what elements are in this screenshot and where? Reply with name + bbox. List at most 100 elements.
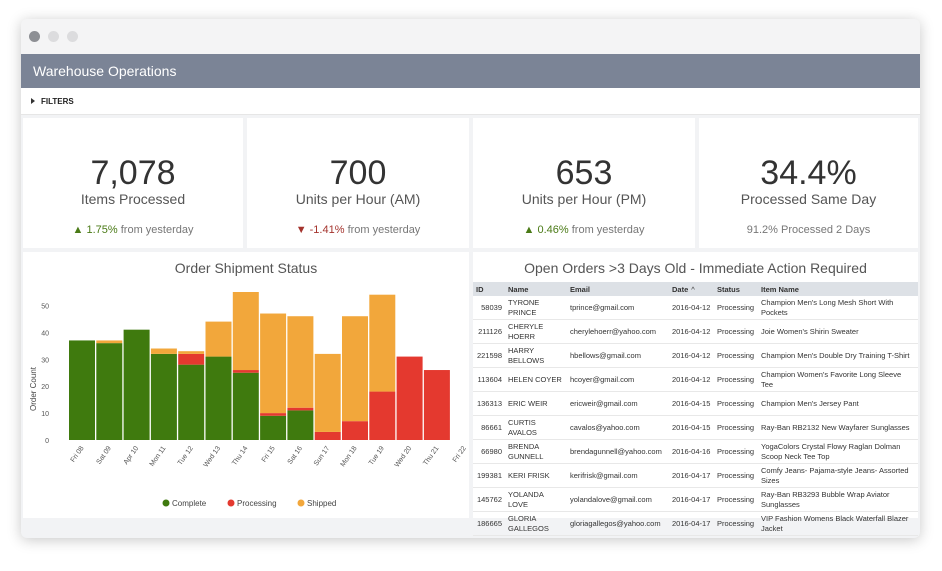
cell-name: YOLANDA LOVE bbox=[505, 487, 567, 512]
cell-id: 58039 bbox=[473, 296, 505, 320]
cell-date: 2016-04-16 bbox=[669, 439, 714, 464]
window-titlebar bbox=[21, 19, 920, 54]
table-row[interactable]: 199381 KERI FRISK kerifrisk@gmail.com 2016-… bbox=[473, 463, 918, 488]
cell-item-name: Champion Men's Jersey Pant bbox=[758, 391, 918, 416]
bar-shipped[interactable] bbox=[150, 348, 177, 354]
kpi-change: 0.46% bbox=[537, 224, 569, 236]
y-tick-label: 20 bbox=[41, 384, 49, 391]
bar-processing[interactable] bbox=[287, 407, 314, 411]
bar-shipped[interactable] bbox=[287, 316, 314, 408]
legend-item-processing[interactable]: Processing bbox=[237, 499, 277, 508]
bar-complete[interactable] bbox=[150, 353, 177, 440]
column-header-name[interactable]: Name bbox=[505, 282, 567, 296]
table-row[interactable]: 86661 CURTIS AVALOS cavalos@yahoo.com 2016-… bbox=[473, 415, 918, 440]
cell-item-name: Comfy Jeans- Pajama-style Jeans- Assorte… bbox=[758, 463, 918, 488]
bar-processing[interactable] bbox=[314, 431, 341, 440]
cell-date: 2016-04-15 bbox=[669, 391, 714, 416]
triangle-up-icon: ▲ bbox=[523, 224, 535, 236]
legend-item-complete[interactable]: Complete bbox=[172, 499, 207, 508]
bar-processing[interactable] bbox=[396, 356, 423, 440]
bar-complete[interactable] bbox=[287, 410, 314, 440]
table-row[interactable]: 145762 YOLANDA LOVE yolandalove@gmail.com 2… bbox=[473, 487, 918, 512]
cell-name: CURTIS AVALOS bbox=[505, 415, 567, 440]
bar-processing[interactable] bbox=[423, 370, 450, 440]
table-row[interactable]: 221598 HARRY BELLOWS hbellows@gmail.com 201… bbox=[473, 343, 918, 368]
bar-processing[interactable] bbox=[178, 353, 205, 365]
cell-email: cherylehoerr@yahoo.com bbox=[567, 319, 669, 344]
cell-name: TYRONE PRINCE bbox=[505, 296, 567, 320]
sort-ascending-icon[interactable]: ^ bbox=[691, 284, 695, 294]
x-tick-label: Wed 13 bbox=[203, 445, 223, 469]
bar-shipped[interactable] bbox=[260, 313, 287, 414]
bar-shipped[interactable] bbox=[369, 294, 396, 392]
bar-shipped[interactable] bbox=[178, 351, 205, 354]
bar-complete[interactable] bbox=[178, 364, 205, 440]
table-row[interactable]: 211126 CHERYLE HOERR cherylehoerr@yahoo.co… bbox=[473, 319, 918, 344]
column-header-item-name[interactable]: Item Name bbox=[758, 282, 918, 296]
cell-name: HELEN COYER bbox=[505, 367, 567, 392]
y-tick-label: 30 bbox=[41, 357, 49, 364]
kpi-value: 700 bbox=[329, 154, 387, 192]
window-maximize-dot[interactable] bbox=[67, 31, 78, 42]
column-header-date[interactable]: Date ^ bbox=[669, 282, 714, 296]
bar-complete[interactable] bbox=[123, 329, 150, 440]
table-row[interactable]: 136313 ERIC WEIR ericweir@gmail.com 2016-04… bbox=[473, 391, 918, 416]
column-header-email[interactable]: Email bbox=[567, 282, 669, 296]
legend-swatch bbox=[297, 499, 305, 507]
table-row[interactable]: 186665 GLORIA GALLEGOS gloriagallegos@yaho… bbox=[473, 511, 918, 536]
kpi-comparison: 91.2% Processed 2 Days bbox=[699, 224, 918, 236]
kpi-label: Units per Hour (PM) bbox=[521, 191, 647, 207]
kpi-change: 1.75% bbox=[86, 224, 118, 236]
x-tick-label: Thu 14 bbox=[231, 445, 249, 467]
cell-id: 86661 bbox=[473, 415, 505, 440]
x-tick-label: Tue 12 bbox=[177, 445, 195, 467]
cell-item-name: Champion Men's Long Mesh Short With Pock… bbox=[758, 296, 918, 320]
kpi-change: -1.41% bbox=[309, 224, 345, 236]
table-row[interactable]: 58039 TYRONE PRINCE tprince@gmail.com 2016-… bbox=[473, 296, 918, 320]
cell-email: hcoyer@gmail.com bbox=[567, 367, 669, 392]
x-tick-label: Tue 19 bbox=[368, 445, 386, 467]
bar-processing[interactable] bbox=[232, 370, 259, 373]
bar-shipped[interactable] bbox=[232, 292, 259, 371]
cell-date: 2016-04-12 bbox=[669, 319, 714, 344]
bar-processing[interactable] bbox=[369, 391, 396, 440]
filters-toggle[interactable]: FILTERS bbox=[21, 88, 920, 115]
x-tick-label: Mon 18 bbox=[340, 445, 359, 468]
bar-complete[interactable] bbox=[96, 343, 123, 440]
table-row[interactable]: 113604 HELEN COYER hcoyer@gmail.com 2016-04… bbox=[473, 367, 918, 392]
kpi-value: 34.4% bbox=[760, 154, 857, 192]
kpi-comparison: ▼ -1.41% from yesterday bbox=[247, 224, 469, 236]
bar-complete[interactable] bbox=[205, 356, 232, 440]
legend-item-shipped[interactable]: Shipped bbox=[307, 499, 336, 508]
column-header-status[interactable]: Status bbox=[714, 282, 758, 296]
bar-complete[interactable] bbox=[232, 372, 259, 440]
open-orders-panel: Open Orders >3 Days Old - Immediate Acti… bbox=[473, 252, 918, 536]
bar-complete[interactable] bbox=[260, 415, 287, 440]
cell-id: 221598 bbox=[473, 343, 505, 368]
cell-status: Processing bbox=[714, 415, 758, 440]
bar-shipped[interactable] bbox=[342, 316, 368, 422]
bar-shipped[interactable] bbox=[314, 353, 341, 432]
kpi-change-suffix: from yesterday bbox=[120, 224, 194, 236]
column-header-id[interactable]: ID bbox=[473, 282, 505, 296]
kpi-label: Units per Hour (AM) bbox=[295, 191, 421, 207]
cell-date: 2016-04-17 bbox=[669, 511, 714, 536]
cell-email: tprince@gmail.com bbox=[567, 296, 669, 320]
cell-email: yolandalove@gmail.com bbox=[567, 487, 669, 512]
x-tick-label: Wed 20 bbox=[394, 445, 414, 469]
kpi-comparison: ▲ 1.75% from yesterday bbox=[23, 224, 243, 236]
cell-status: Processing bbox=[714, 319, 758, 344]
bar-shipped[interactable] bbox=[205, 321, 232, 357]
window-close-dot[interactable] bbox=[29, 31, 40, 42]
bar-complete[interactable] bbox=[69, 340, 95, 440]
table-row[interactable]: 66980 BRENDA GUNNELL brendagunnell@yahoo.c… bbox=[473, 439, 918, 464]
cell-status: Processing bbox=[714, 296, 758, 320]
chart-title: Order Shipment Status bbox=[174, 260, 318, 276]
bar-processing[interactable] bbox=[260, 413, 287, 416]
x-tick-label: Fri 15 bbox=[261, 445, 277, 464]
bar-processing[interactable] bbox=[342, 421, 368, 440]
cell-name: GLORIA GALLEGOS bbox=[505, 511, 567, 536]
window-minimize-dot[interactable] bbox=[48, 31, 59, 42]
cell-status: Processing bbox=[714, 367, 758, 392]
bar-shipped[interactable] bbox=[96, 340, 123, 344]
